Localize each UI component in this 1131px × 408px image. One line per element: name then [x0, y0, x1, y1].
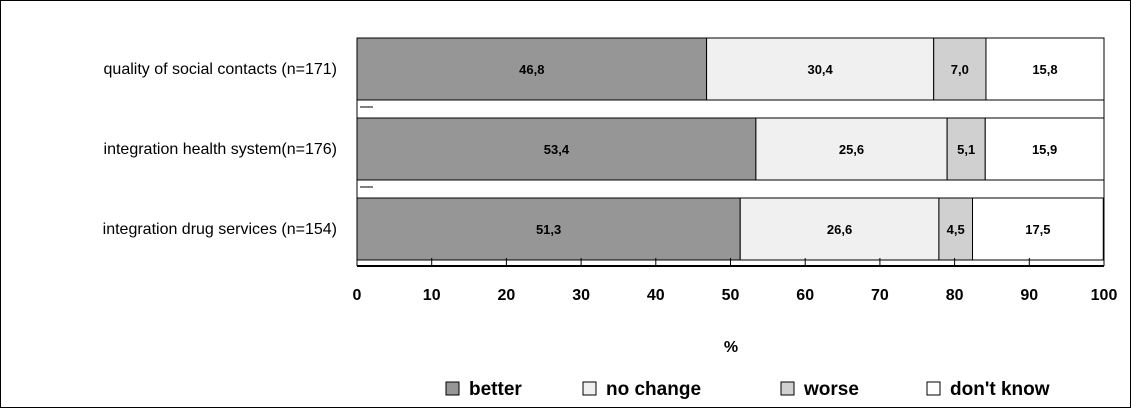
bar-don-t-know-row-3 — [972, 197, 1104, 261]
bar-no-change-row-3 — [739, 197, 940, 261]
data-label-no-change-row-2: 25,6 — [839, 142, 864, 157]
x-tick-label-60: 60 — [796, 287, 814, 304]
legend-label-no-change: no change — [606, 379, 701, 400]
bar-don-t-know-row-1 — [985, 37, 1105, 101]
data-label-better-row-2: 53,4 — [544, 142, 570, 157]
bar-worse-row-3 — [938, 197, 974, 261]
data-label-better-row-1: 46,8 — [519, 62, 544, 77]
bar-don-t-know-row-2 — [984, 117, 1105, 181]
category-label-row-2: integration health system(n=176) — [104, 141, 337, 158]
bar-worse-row-2 — [946, 117, 986, 181]
data-label-no-change-row-1: 30,4 — [807, 62, 833, 77]
data-label-better-row-3: 51,3 — [536, 222, 561, 237]
x-tick-label-20: 20 — [498, 287, 516, 304]
category-label-row-1: quality of social contacts (n=171) — [104, 61, 337, 78]
legend-swatch-worse — [780, 381, 795, 396]
legend-label-don-t-know: don't know — [950, 379, 1050, 400]
x-tick-label-40: 40 — [647, 287, 665, 304]
x-tick-label-100: 100 — [1091, 287, 1118, 304]
data-label-worse-row-1: 7,0 — [951, 62, 969, 77]
data-label-worse-row-3: 4,5 — [947, 222, 965, 237]
legend: better no change worse don't know — [445, 379, 1050, 400]
x-tick-label-30: 30 — [572, 287, 590, 304]
bar-worse-row-1 — [933, 37, 987, 101]
legend-swatch-no-change — [582, 381, 597, 396]
category-labels: quality of social contacts (n=171) integr… — [103, 61, 337, 238]
x-tick-label-0: 0 — [353, 287, 362, 304]
x-tick-label-70: 70 — [871, 287, 889, 304]
category-label-row-3: integration drug services (n=154) — [103, 221, 337, 238]
data-label-don-t-know-row-1: 15,8 — [1032, 62, 1057, 77]
bar-better-row-2 — [356, 117, 757, 181]
legend-swatch-don-t-know — [926, 381, 941, 396]
x-tick-label-10: 10 — [423, 287, 441, 304]
data-label-don-t-know-row-2: 15,9 — [1032, 142, 1057, 157]
x-axis-ticks: 0 10 20 30 40 50 60 70 80 90 100 — [353, 258, 1118, 304]
x-tick-label-90: 90 — [1020, 287, 1038, 304]
x-tick-label-80: 80 — [946, 287, 964, 304]
legend-label-better: better — [469, 379, 522, 400]
bar-no-change-row-2 — [755, 117, 948, 181]
data-label-no-change-row-3: 26,6 — [827, 222, 852, 237]
bar-no-change-row-1 — [706, 37, 935, 101]
bar-better-row-1 — [356, 37, 708, 101]
legend-label-worse: worse — [803, 379, 859, 400]
legend-swatch-better — [445, 381, 460, 396]
x-tick-label-50: 50 — [722, 287, 740, 304]
bars-group: 46,8 30,4 7,0 15,8 53,4 25,6 5,1 15,9 51,3 26,6 4,… — [356, 37, 1105, 261]
x-axis-title: % — [724, 339, 738, 356]
data-label-don-t-know-row-3: 17,5 — [1025, 222, 1050, 237]
data-label-worse-row-2: 5,1 — [957, 142, 975, 157]
